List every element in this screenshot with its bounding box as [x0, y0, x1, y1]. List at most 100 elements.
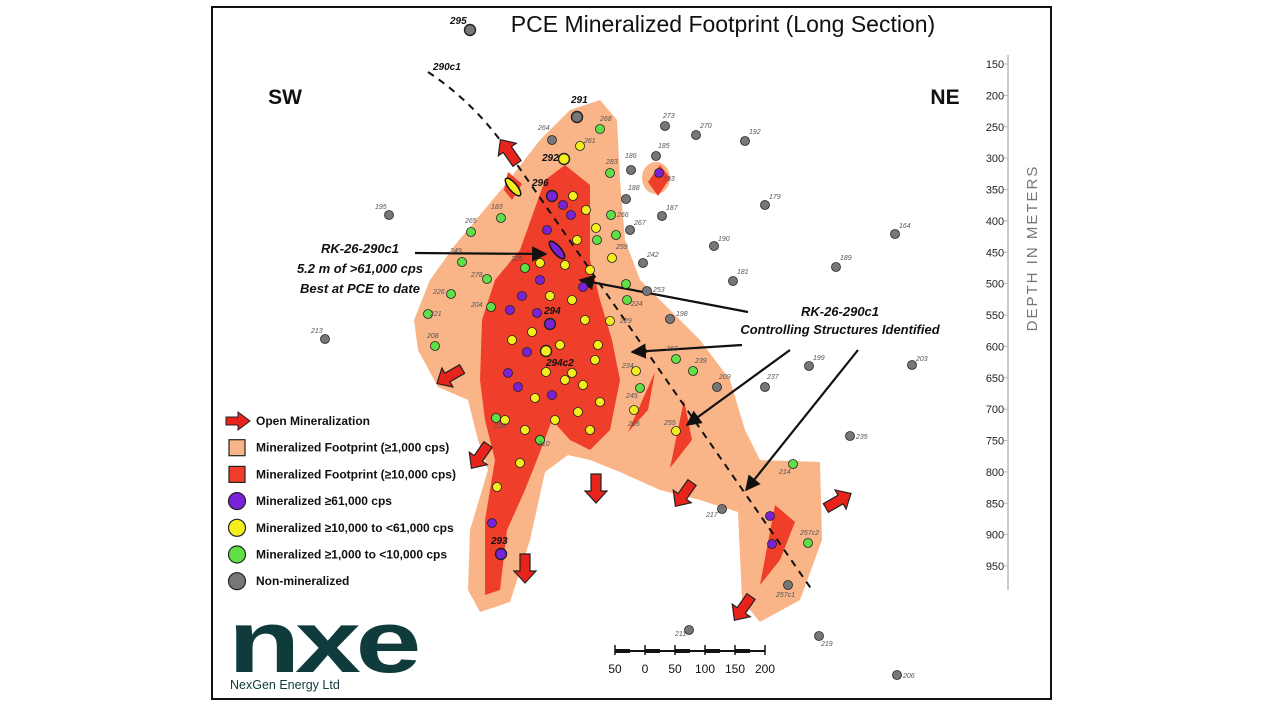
annotation: 5.2 m of >61,000 cps — [297, 261, 423, 276]
hole-label: 237 — [766, 374, 780, 381]
hole-dot — [595, 397, 605, 407]
hole-label: 185 — [658, 143, 670, 150]
depth-tick-label: 550 — [986, 310, 1004, 322]
hole-dot — [709, 241, 719, 251]
hole-dot — [482, 274, 492, 284]
hole-dot — [513, 382, 523, 392]
hole-dot — [642, 286, 652, 296]
hole-label: 219 — [820, 641, 833, 648]
hole-dot — [593, 340, 603, 350]
hole-dot — [626, 165, 636, 175]
hole-dot — [814, 631, 824, 641]
hole-label: 294 — [543, 306, 561, 317]
legend-swatch — [227, 518, 247, 537]
logo-company: NexGen Energy Ltd — [230, 678, 340, 692]
hole-dot — [430, 341, 440, 351]
hole-dot — [500, 415, 510, 425]
depth-tick-label: 700 — [986, 404, 1004, 416]
hole-label: 264 — [537, 125, 550, 132]
hole-label: 266 — [616, 212, 629, 219]
hole-dot — [320, 334, 330, 344]
hole-label: 267 — [633, 220, 647, 227]
legend-label: Mineralized Footprint (≥1,000 cps) — [256, 441, 449, 455]
hole-dot — [539, 344, 553, 358]
legend-label: Mineralized ≥61,000 cps — [256, 494, 392, 508]
hole-label: 203 — [915, 356, 928, 363]
hole-dot — [547, 135, 557, 145]
hole-dot — [557, 152, 571, 166]
hole-dot — [535, 258, 545, 268]
hole-label: 209 — [718, 374, 731, 381]
hole-dot — [541, 367, 551, 377]
hole-dot — [550, 415, 560, 425]
hole-dot — [622, 295, 632, 305]
scale-segment — [615, 649, 630, 653]
hole-dot — [487, 518, 497, 528]
hole-label: 205 — [627, 421, 640, 428]
depth-tick-label: 300 — [986, 153, 1004, 165]
hole-label: 188 — [628, 185, 640, 192]
footprint-high — [480, 165, 795, 595]
hole-label: 179 — [769, 194, 781, 201]
hole-dot — [590, 355, 600, 365]
hole-label: 214 — [778, 469, 791, 476]
hole-dot — [657, 211, 667, 221]
hole-label: 261 — [583, 138, 596, 145]
depth-tick-label: 850 — [986, 498, 1004, 510]
scale-segment — [735, 649, 750, 653]
scale-label: 100 — [695, 662, 715, 676]
hole-dot — [629, 405, 639, 415]
hole-dot — [520, 263, 530, 273]
hole-dot — [578, 380, 588, 390]
hole-dot — [783, 580, 793, 590]
depth-tick-label: 650 — [986, 373, 1004, 385]
holes: 295 291 292 296 294 294c2 293 264 273 270 192 186 18… — [310, 16, 928, 680]
hole-dot — [740, 136, 750, 146]
hole-dot — [486, 302, 496, 312]
legend-swatch — [227, 492, 247, 511]
hole-dot — [606, 210, 616, 220]
depth-axis-title: DEPTH IN METERS — [1024, 165, 1041, 332]
hole-label: 195 — [375, 204, 387, 211]
hole-dot — [496, 213, 506, 223]
hole-label: 295 — [449, 16, 467, 27]
hole-dot — [522, 347, 532, 357]
scale-label: 50 — [668, 662, 682, 676]
hole-dot — [532, 308, 542, 318]
hole-dot — [651, 151, 661, 161]
hole-dot — [566, 210, 576, 220]
hole-dot — [568, 191, 578, 201]
hole-dot — [507, 335, 517, 345]
depth-tick-label: 350 — [986, 185, 1004, 197]
hole-label: 225 — [510, 256, 523, 263]
title: PCE Mineralized Footprint (Long Section) — [511, 11, 935, 37]
hole-dot — [660, 121, 670, 131]
hole-label: 291 — [570, 95, 588, 106]
annotation: RK-26-290c1 — [801, 304, 879, 319]
hole-dot — [491, 413, 501, 423]
hole-dot — [654, 168, 664, 178]
hole-dot — [457, 257, 467, 267]
hole-dot — [567, 368, 577, 378]
hole-label: 208 — [426, 333, 439, 340]
scale-label: 0 — [642, 662, 649, 676]
hole-label: 211 — [674, 631, 686, 638]
hole-dot — [765, 511, 775, 521]
hole-label: 190 — [718, 236, 730, 243]
hole-dot — [595, 124, 605, 134]
hole-label: 260 — [665, 346, 678, 353]
hole-label: 216 — [493, 423, 506, 430]
hole-dot — [503, 368, 513, 378]
hole-label: 198 — [676, 311, 688, 318]
hole-dot — [631, 366, 641, 376]
hole-label: 229 — [619, 318, 632, 325]
hole-label: 257c2 — [799, 530, 819, 537]
hole-dot — [463, 23, 477, 37]
hole-dot — [728, 276, 738, 286]
depth-tick-label: 150 — [986, 59, 1004, 71]
hole-dot — [520, 425, 530, 435]
hole-dot — [517, 291, 527, 301]
scale-segment — [675, 649, 690, 653]
hole-dot — [845, 431, 855, 441]
